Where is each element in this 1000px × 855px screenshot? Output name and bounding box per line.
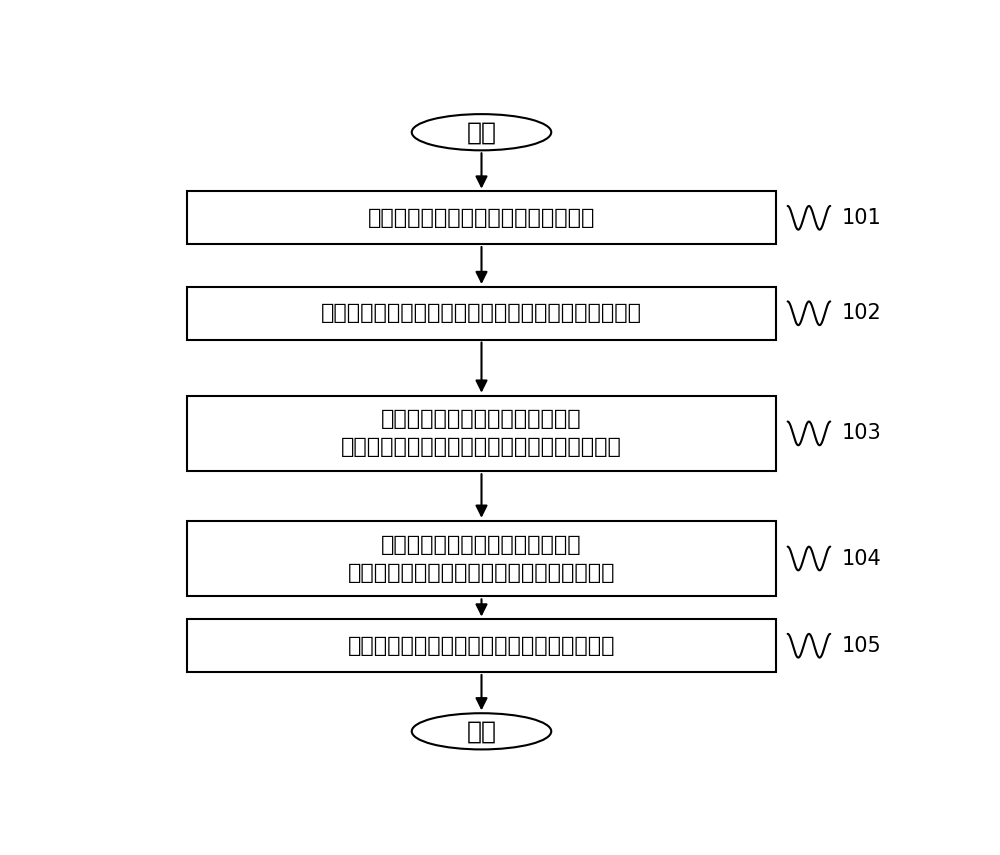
Text: 102: 102 (842, 304, 882, 323)
FancyBboxPatch shape (187, 396, 776, 471)
Text: 分别计算每个所述声源的所述当前帧的各个频点的能量: 分别计算每个所述声源的所述当前帧的各个频点的能量 (321, 304, 642, 323)
Text: 结束: 结束 (466, 719, 496, 743)
Text: 根据所述各个频点的能量分别计算
每个所述声源的所述当前帧的所有频点的能量和: 根据所述各个频点的能量分别计算 每个所述声源的所述当前帧的所有频点的能量和 (341, 410, 622, 457)
FancyBboxPatch shape (187, 287, 776, 339)
FancyBboxPatch shape (187, 192, 776, 245)
Ellipse shape (412, 114, 551, 150)
Text: 输出所述待输出声源的所述当前帧的频谱数据: 输出所述待输出声源的所述当前帧的频谱数据 (348, 636, 615, 656)
Text: 105: 105 (842, 636, 882, 656)
Ellipse shape (412, 713, 551, 750)
Text: 获取每个所述声源的当前帧的频谱数据: 获取每个所述声源的当前帧的频谱数据 (368, 208, 595, 227)
FancyBboxPatch shape (187, 619, 776, 672)
Text: 开始: 开始 (466, 121, 496, 144)
Text: 101: 101 (842, 208, 882, 227)
Text: 103: 103 (842, 423, 882, 444)
FancyBboxPatch shape (187, 521, 776, 597)
Text: 104: 104 (842, 549, 882, 569)
Text: 比较所有所述声源的所述能量和，
确定所述能量和最大的所述声源为待输出声源: 比较所有所述声源的所述能量和， 确定所述能量和最大的所述声源为待输出声源 (348, 534, 615, 582)
